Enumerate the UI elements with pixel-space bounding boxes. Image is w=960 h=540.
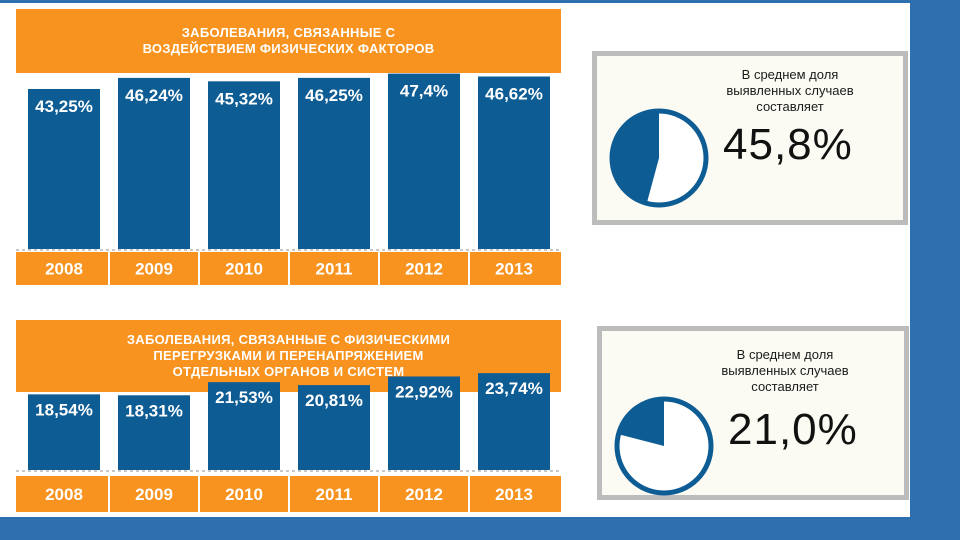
bar-2010 bbox=[208, 382, 280, 470]
category-label: 2008 bbox=[45, 485, 83, 504]
category-label: 2012 bbox=[405, 260, 443, 279]
caption-line: выявленных случаев bbox=[726, 83, 854, 98]
category-label: 2008 bbox=[45, 260, 83, 279]
average-caption: В среднем доля выявленных случаев состав… bbox=[705, 347, 865, 395]
caption-line: составляет bbox=[756, 99, 824, 114]
chart-panel-physical-factors: ЗАБОЛЕВАНИЯ, СВЯЗАННЫЕ С ВОЗДЕЙСТВИЕМ ФИ… bbox=[0, 0, 566, 296]
pie-chart-icon bbox=[614, 396, 714, 496]
chart-title-band: ЗАБОЛЕВАНИЯ, СВЯЗАННЫЕ С ФИЗИЧЕСКИМИ ПЕР… bbox=[16, 320, 561, 392]
average-share-box-overload: В среднем доля выявленных случаев состав… bbox=[597, 326, 909, 500]
bar-value-label: 46,24% bbox=[125, 86, 183, 105]
chart-title-line: ЗАБОЛЕВАНИЯ, СВЯЗАННЫЕ С bbox=[181, 25, 396, 40]
average-value: 45,8% bbox=[723, 120, 853, 169]
bar-value-label: 18,31% bbox=[125, 401, 183, 420]
bar-value-label: 20,81% bbox=[305, 391, 363, 410]
bar-value-label: 45,32% bbox=[215, 89, 273, 108]
bar-2009 bbox=[118, 395, 190, 470]
caption-line: выявленных случаев bbox=[721, 363, 849, 378]
bar-2013 bbox=[478, 373, 550, 470]
chart-title-line: ЗАБОЛЕВАНИЯ, СВЯЗАННЫЕ С ФИЗИЧЕСКИМИ bbox=[126, 332, 451, 347]
chart-title-line: ОТДЕЛЬНЫХ ОРГАНОВ И СИСТЕМ bbox=[172, 364, 405, 379]
bar-2012 bbox=[388, 73, 460, 250]
slide: ЗАБОЛЕВАНИЯ, СВЯЗАННЫЕ С ВОЗДЕЙСТВИЕМ ФИ… bbox=[0, 0, 910, 517]
category-label: 2011 bbox=[316, 260, 353, 279]
bar-value-label: 46,62% bbox=[485, 85, 543, 104]
bar-2010 bbox=[208, 81, 280, 249]
chart-panel-overload: ЗАБОЛЕВАНИЯ, СВЯЗАННЫЕ С ФИЗИЧЕСКИМИ ПЕР… bbox=[0, 312, 566, 517]
average-value: 21,0% bbox=[728, 405, 858, 454]
bar-2009 bbox=[118, 77, 190, 249]
category-label: 2010 bbox=[225, 260, 263, 279]
bar-value-label: 21,53% bbox=[215, 388, 273, 407]
category-label: 2013 bbox=[495, 260, 533, 279]
bar-2013 bbox=[478, 76, 550, 249]
category-label: 2011 bbox=[316, 485, 353, 504]
top-border bbox=[0, 0, 960, 3]
bar-2012 bbox=[388, 376, 460, 470]
bar-value-label: 43,25% bbox=[35, 97, 93, 116]
pie-chart-icon bbox=[609, 108, 709, 208]
chart-title-band: ЗАБОЛЕВАНИЯ, СВЯЗАННЫЕ С ВОЗДЕЙСТВИЕМ ФИ… bbox=[16, 9, 561, 73]
bar-value-label: 46,25% bbox=[305, 86, 363, 105]
bar-value-label: 22,92% bbox=[395, 382, 453, 401]
bar-2008 bbox=[28, 394, 100, 470]
category-label: 2012 bbox=[405, 485, 443, 504]
average-caption: В среднем доля выявленных случаев состав… bbox=[710, 67, 870, 115]
average-share-box-physical-factors: В среднем доля выявленных случаев состав… bbox=[592, 51, 908, 225]
bar-value-label: 47,4% bbox=[400, 82, 448, 101]
bar-value-label: 18,54% bbox=[35, 400, 93, 419]
bar-chart-overload: 18,54% 2008 18,31% 2009 21,53% 2010 20,81% 2011… bbox=[16, 373, 561, 512]
bar-2011 bbox=[298, 385, 370, 470]
pie-slice bbox=[618, 399, 664, 446]
bar-chart-physical-factors: 43,25% 2008 46,24% 2009 45,32% 2010 46,25% 2011… bbox=[16, 73, 561, 285]
pie-slice bbox=[612, 111, 659, 204]
caption-line: составляет bbox=[751, 379, 819, 394]
category-label: 2009 bbox=[135, 485, 173, 504]
chart-title-line: ПЕРЕГРУЗКАМИ И ПЕРЕНАПРЯЖЕНИЕМ bbox=[153, 348, 424, 363]
caption-line: В среднем доля bbox=[736, 347, 834, 362]
chart-title-line: ВОЗДЕЙСТВИЕМ ФИЗИЧЕСКИХ ФАКТОРОВ bbox=[142, 41, 435, 56]
bar-value-label: 23,74% bbox=[485, 379, 543, 398]
category-label: 2010 bbox=[225, 485, 263, 504]
bar-2008 bbox=[28, 88, 100, 249]
caption-line: В среднем доля bbox=[741, 67, 839, 82]
bar-2011 bbox=[298, 77, 370, 249]
category-label: 2013 bbox=[495, 485, 533, 504]
category-label: 2009 bbox=[135, 260, 173, 279]
